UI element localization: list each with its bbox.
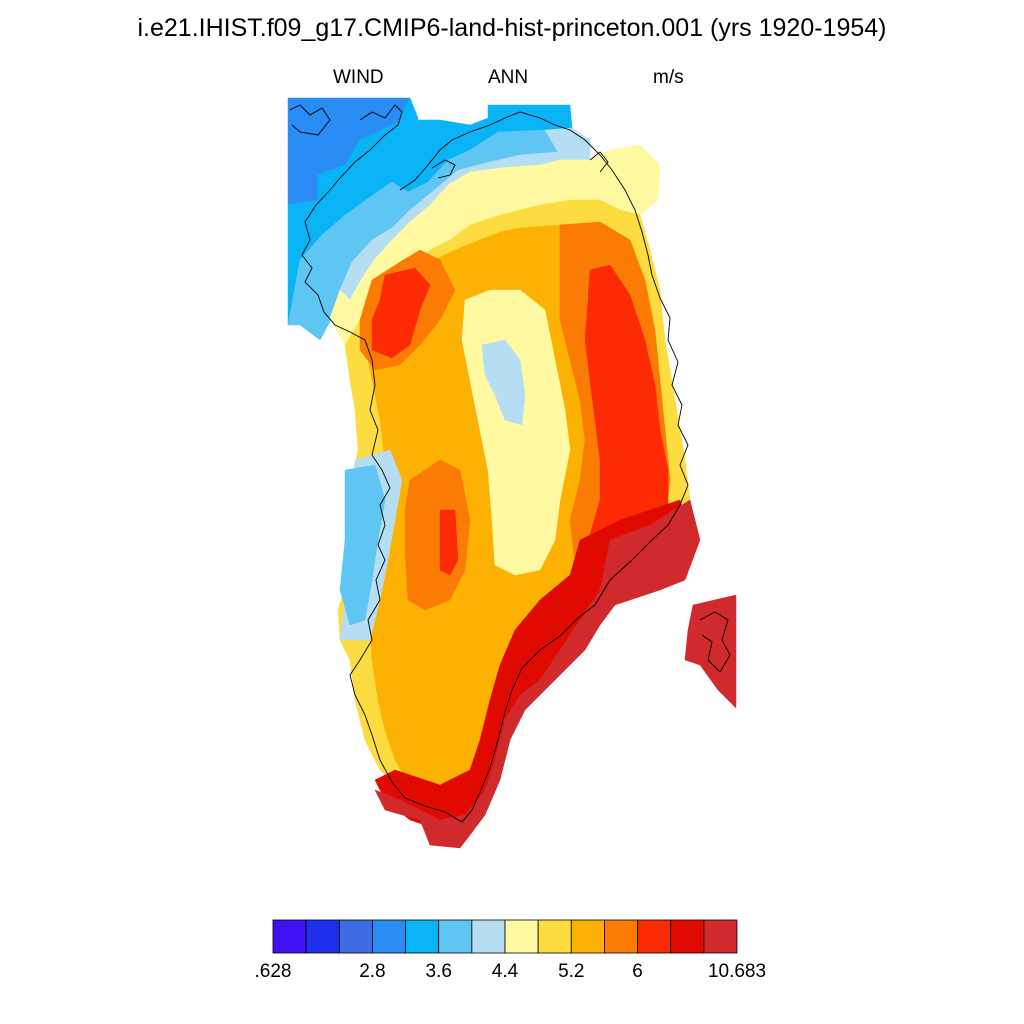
colorbar-tick-label: 2.8 xyxy=(359,961,386,982)
field-blue-westcoast xyxy=(339,464,386,626)
colorbar-tick-label: 3.6 xyxy=(425,961,452,982)
field-darkorange-sw xyxy=(404,459,471,611)
field-crimson-southeast xyxy=(374,499,701,849)
field-crimson-island xyxy=(684,594,737,709)
coastline xyxy=(289,104,731,823)
variable-label: WIND xyxy=(333,67,384,88)
field-lightblue-interior xyxy=(481,339,526,426)
plot-title: i.e21.IHIST.f09_g17.CMIP6-land-hist-prin… xyxy=(137,14,887,42)
colorbar-tick-label: 5.2 xyxy=(558,961,585,982)
colorbar-tick-label: 10.683 xyxy=(707,961,767,982)
field-red-west xyxy=(371,267,431,359)
season-label: ANN xyxy=(488,67,529,88)
colorbar-tick-label: .628 xyxy=(254,961,292,982)
wind-field xyxy=(287,97,737,849)
units-label: m/s xyxy=(653,67,684,88)
colorbar-tick-label: 6 xyxy=(632,961,643,982)
field-red-sw xyxy=(439,509,459,576)
colorbar-tick-label: 4.4 xyxy=(491,961,519,982)
